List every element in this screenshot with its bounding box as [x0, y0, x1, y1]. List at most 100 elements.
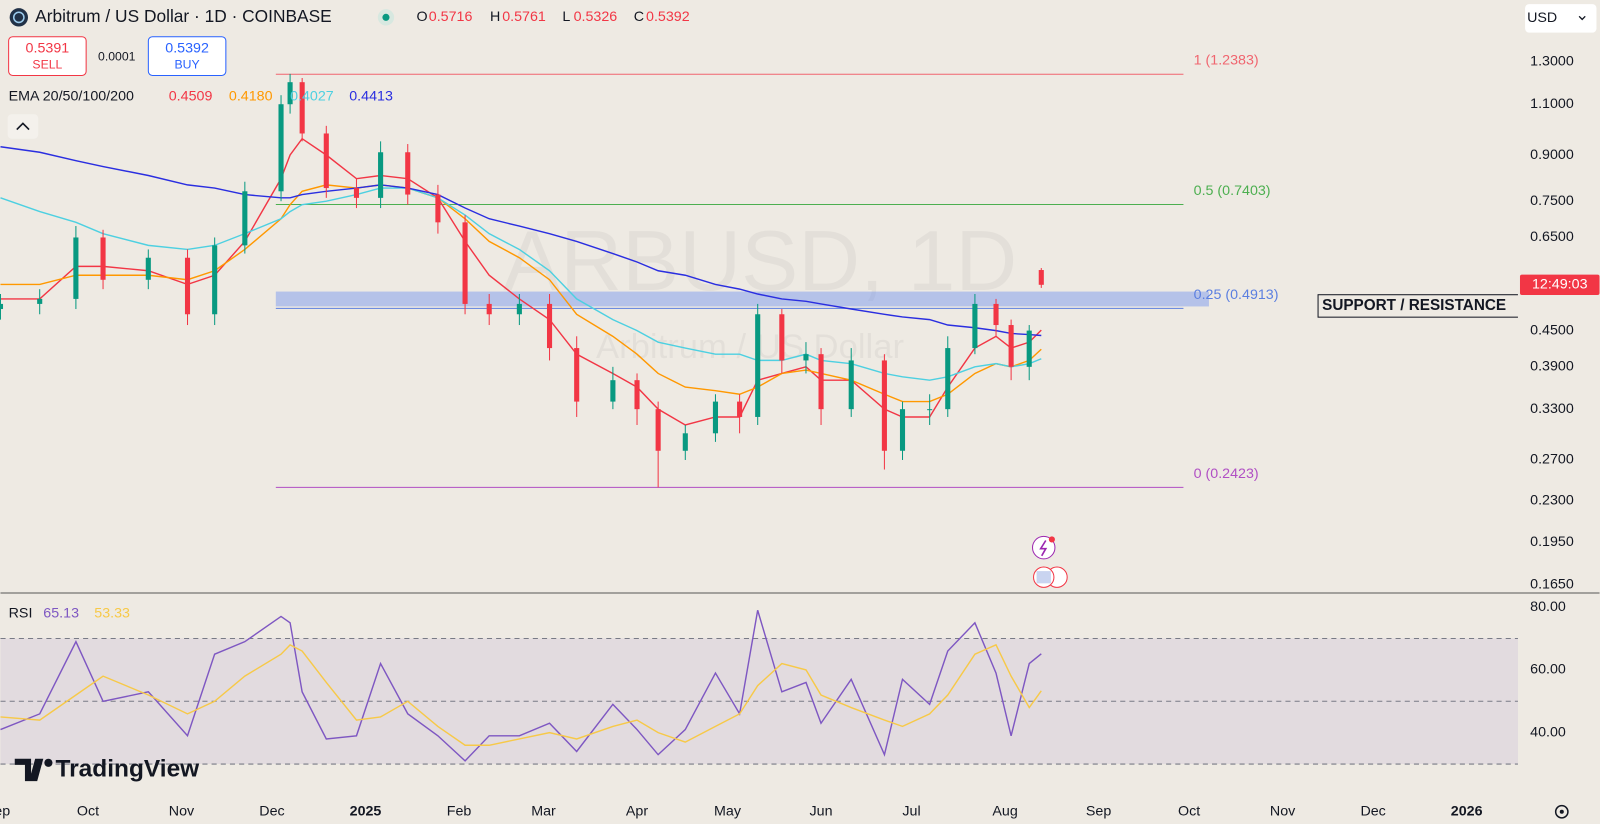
y-tick-label: 1.1000: [1530, 96, 1574, 112]
candle-body: [993, 303, 999, 326]
ohlc-value: 0.5392: [646, 9, 690, 25]
candle-body: [848, 360, 854, 410]
candle-body: [737, 401, 743, 417]
brand: TradingView: [56, 755, 201, 782]
y-tick-label: 80.00: [1530, 599, 1566, 615]
candle-body: [927, 409, 933, 411]
brand-logo: [14, 758, 44, 782]
candle-body: [145, 257, 151, 280]
currency-chevron: [1578, 15, 1586, 21]
sr-zone: [275, 291, 1209, 307]
buy-button[interactable]: [147, 36, 227, 76]
fib-label: 0 (0.2423): [1194, 466, 1259, 482]
candle-body: [1026, 330, 1032, 367]
y-tick-label: 0.4500: [1530, 322, 1574, 338]
candle-body: [682, 433, 688, 451]
spread: 0.0001: [98, 49, 136, 63]
sell-button[interactable]: [8, 36, 87, 76]
candle-body: [779, 314, 785, 361]
candle-body: [212, 245, 218, 315]
y-tick-label: 0.3300: [1530, 401, 1574, 417]
collapse-button[interactable]: [7, 114, 39, 139]
candle-body: [278, 104, 284, 192]
x-tick-label: Jul: [902, 804, 920, 820]
ohlc-value: 0.5716: [429, 9, 473, 25]
price-badge: [1519, 274, 1600, 295]
sr-label: SUPPORT / RESISTANCE: [1322, 297, 1506, 314]
candle-body: [634, 380, 640, 410]
collapse-icon: [16, 122, 30, 131]
ohlc-value: 0.5326: [574, 9, 618, 25]
legend-value: 53.33: [94, 606, 130, 622]
rsi-pane: 80.00 60.00 40.00 65.13 53.33 Sep Oct Nov Dec 202…: [0, 599, 1566, 820]
price-pane: 1 (1.2383) 0.5 (0.7403) 0.25 (0.4913) 0 (0.…: [0, 36, 1600, 593]
x-tick-label: Nov: [169, 804, 195, 820]
candle-body: [37, 298, 43, 304]
ohlc-key: C: [634, 9, 644, 25]
candle-body: [242, 191, 248, 246]
candle-body: [712, 401, 719, 434]
series-line: [0, 643, 1042, 746]
candle-body: [546, 303, 553, 349]
y-tick-label: 0.6500: [1530, 229, 1574, 245]
buy-label: BUY: [175, 58, 200, 72]
candle-body: [881, 360, 887, 451]
candle-body: [184, 257, 191, 315]
settings-icon-center: [1559, 809, 1564, 814]
candle-body: [655, 409, 661, 451]
candle-body: [287, 82, 293, 105]
ohlc-key: H: [490, 9, 500, 25]
x-tick-label: 2026: [1451, 804, 1483, 820]
candle-body: [972, 303, 978, 349]
candle-body: [574, 348, 580, 402]
candle-body: [1008, 325, 1014, 367]
x-tick-label: Oct: [1178, 804, 1200, 820]
candle-body: [435, 194, 441, 223]
currency-select[interactable]: [1525, 4, 1597, 33]
watermark-sub: Arbitrum / US Dollar: [596, 328, 904, 366]
legend-value: 0.4413: [349, 89, 393, 105]
legend-value: 0.4180: [229, 89, 273, 105]
y-tick-label: 0.1650: [1530, 576, 1574, 592]
y-tick-label: 0.2300: [1530, 492, 1574, 508]
candle-body: [73, 237, 79, 299]
y-tick-label: 0.3900: [1530, 359, 1574, 375]
series-line: [0, 610, 1042, 762]
event-icon-bolt: [1039, 540, 1048, 557]
legend-value: 0.4027: [290, 89, 334, 105]
x-tick-label: Sep: [1086, 804, 1111, 820]
y-tick-label: 0.2700: [1530, 452, 1574, 468]
y-tick-label: 1.3000: [1530, 54, 1574, 70]
candle-body: [755, 314, 761, 417]
watermark: ARBUSD, 1D: [503, 213, 1017, 309]
legend-value: 0.4509: [169, 89, 213, 105]
ohlc-key: L: [562, 9, 570, 25]
series-line: [0, 187, 1042, 381]
x-tick-label: Apr: [626, 804, 648, 820]
settings-icon[interactable]: [1554, 804, 1569, 819]
candle-body: [299, 82, 305, 134]
series-line: [0, 184, 1042, 403]
sell-price: 0.5391: [26, 41, 70, 57]
rsi-title: RSI: [9, 606, 33, 622]
market-status-dot: [382, 13, 390, 21]
y-tick-label: 0.9000: [1530, 147, 1574, 163]
fib-label: 0.25 (0.4913): [1194, 287, 1279, 303]
ohlc-key: O: [417, 9, 428, 25]
candle-body: [378, 152, 384, 198]
x-tick-label: Jun: [810, 804, 833, 820]
candle-body: [610, 380, 616, 402]
brand-logo-dot: [44, 758, 53, 767]
x-tick-label: Feb: [447, 804, 472, 820]
candle-body: [486, 303, 492, 315]
symbol-title[interactable]: Arbitrum / US Dollar · 1D · COINBASE: [35, 6, 332, 26]
indicator-label[interactable]: EMA 20/50/100/200: [9, 89, 134, 105]
x-tick-label: Oct: [77, 804, 99, 820]
candle-body: [516, 303, 522, 315]
event-icon[interactable]: [1032, 535, 1056, 560]
candle-body: [803, 354, 809, 361]
fib-label: 1 (1.2383): [1194, 53, 1259, 69]
x-tick-label: Sep: [0, 804, 10, 820]
